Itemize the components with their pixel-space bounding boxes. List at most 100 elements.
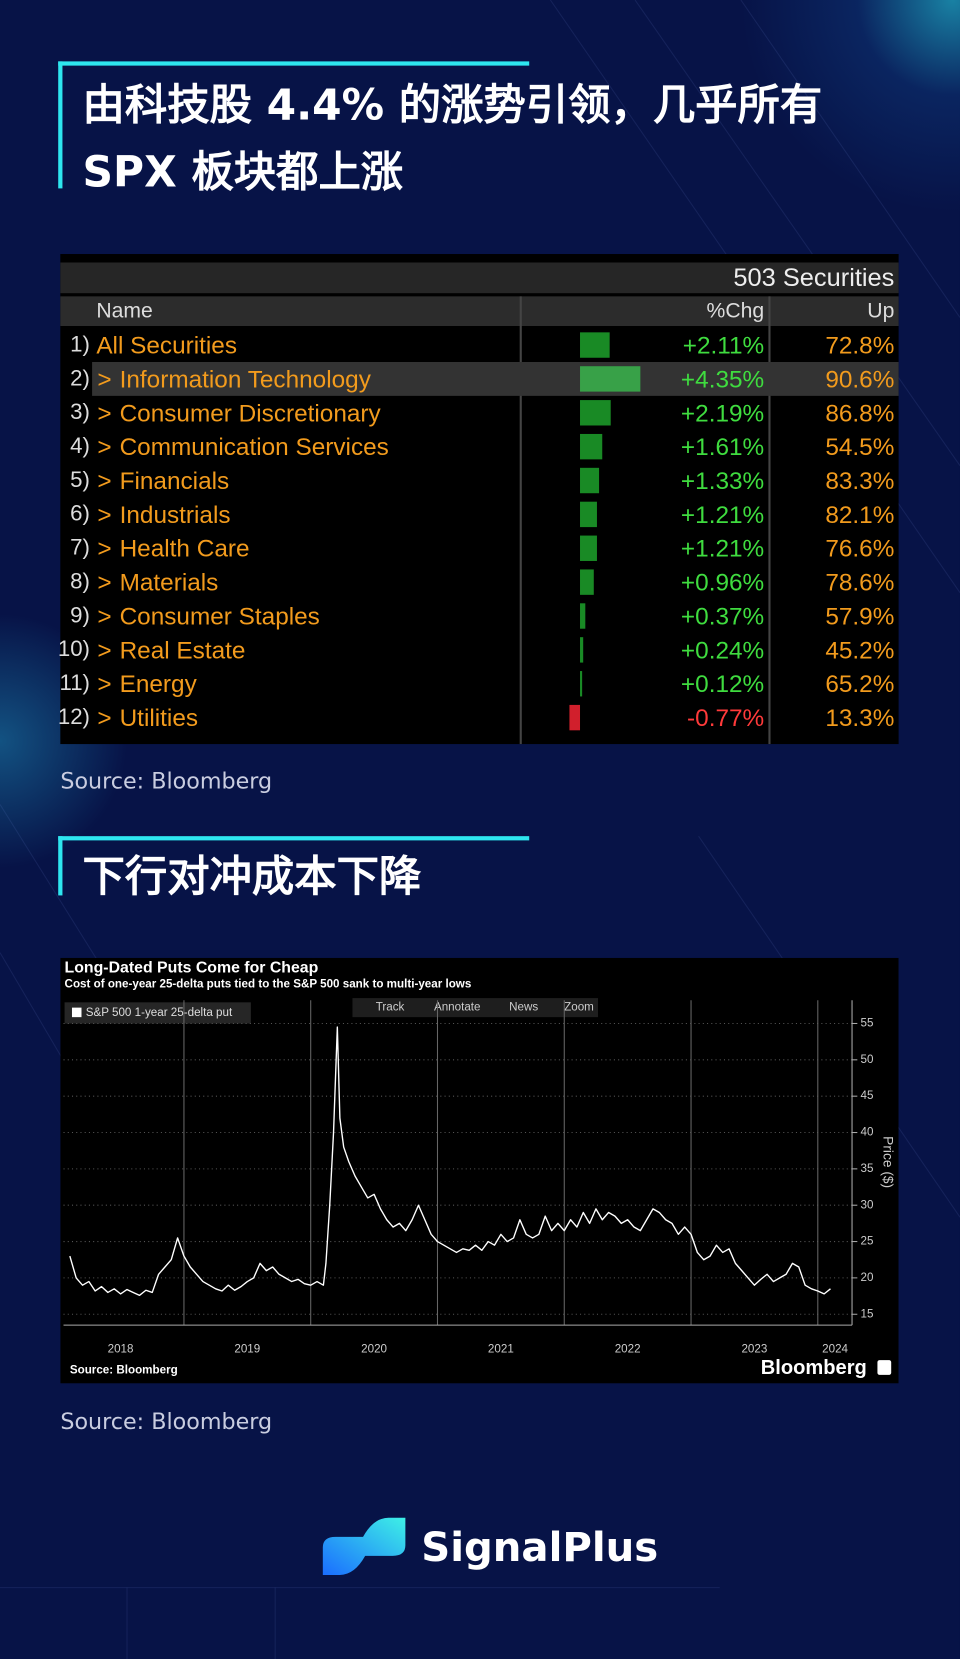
source: Source: Bloomberg [60, 768, 273, 794]
toolbar [352, 998, 599, 1018]
row-arrow: > [97, 365, 112, 393]
change-bar [580, 671, 582, 697]
row-change: +4.35% [680, 365, 765, 393]
legend-label: S&P 500 1-year 25-delta put [86, 1006, 233, 1019]
heading: 下行对冲成本下降 [82, 853, 422, 902]
chart-source: Source: Bloomberg [70, 1364, 178, 1377]
row-up: 13.3% [825, 703, 895, 732]
legend-swatch [71, 1007, 82, 1018]
row-index: 10) [57, 637, 90, 662]
column-header-bar [60, 296, 899, 326]
heading-bracket [58, 836, 63, 896]
heading-bracket [58, 61, 63, 189]
toolbar-item: Track [376, 1001, 405, 1014]
row-index: 6) [70, 501, 90, 527]
row-index: 5) [70, 467, 90, 493]
row-index: 9) [70, 603, 90, 628]
row-change: +1.33% [680, 466, 765, 495]
row-arrow: > [97, 534, 112, 563]
row-name: Communication Services [119, 432, 389, 461]
row-up: 54.5% [825, 432, 895, 461]
row-change: +1.21% [680, 500, 765, 529]
chart-title: Long-Dated Puts Come for Cheap [65, 960, 319, 977]
logo-icon [322, 1517, 406, 1575]
row-name: Financials [119, 466, 230, 495]
row-name: Health Care [119, 534, 250, 563]
row-up: 65.2% [825, 669, 895, 698]
header-bar [60, 262, 899, 294]
row-change: +0.24% [680, 636, 765, 664]
count: 503 Securities [733, 263, 895, 293]
change-bar [580, 569, 594, 595]
row-change: +0.37% [680, 602, 765, 630]
row-arrow: > [97, 602, 112, 630]
row-name: Utilities [119, 703, 199, 732]
column-header: Up [867, 299, 895, 323]
row-arrow: > [97, 432, 112, 461]
row-change: +1.21% [680, 534, 765, 563]
toolbar-item: News [509, 1001, 538, 1014]
change-bar [580, 637, 584, 663]
row-change: +2.19% [680, 399, 765, 427]
row-up: 82.1% [825, 500, 895, 529]
row-highlight [92, 361, 899, 396]
x-tick-label: 2018 [108, 1343, 134, 1356]
row-up: 90.6% [825, 365, 895, 393]
change-bar [580, 332, 610, 358]
row-up: 76.6% [825, 534, 895, 563]
row-name: Materials [119, 568, 219, 596]
row-index: 1) [70, 332, 90, 357]
sector-table: 503 Securities Name %Chg Up 1) All Securities… [57, 254, 899, 745]
row-name: Energy [119, 669, 197, 698]
row-index: 12) [57, 704, 90, 730]
row-name: Information Technology [119, 365, 371, 393]
column-header: Name [96, 299, 153, 323]
row-arrow: > [97, 500, 112, 529]
row-arrow: > [97, 636, 112, 664]
row-up: 45.2% [825, 636, 895, 664]
row-up: 78.6% [825, 568, 895, 596]
row-name: Consumer Staples [119, 602, 320, 630]
row-up: 83.3% [825, 466, 895, 495]
row-up: 57.9% [825, 602, 895, 630]
row-index: 2) [70, 366, 90, 391]
y-tick-label: 40 [861, 1126, 874, 1139]
row-change: +0.96% [680, 568, 765, 596]
row-arrow: > [97, 399, 112, 427]
change-bar [580, 366, 641, 392]
chart-subtitle: Cost of one-year 25-delta puts tied to t… [65, 977, 472, 990]
chart-background [60, 957, 899, 1384]
chart: Long-Dated Puts Come for Cheap Cost of o… [60, 957, 899, 1384]
y-tick-label: 15 [861, 1307, 874, 1320]
column-separator [768, 296, 771, 745]
source: Source: Bloomberg [60, 1408, 273, 1435]
logo-text: SignalPlus [421, 1524, 659, 1571]
heading-bracket [58, 836, 530, 841]
row-up: 72.8% [825, 331, 895, 359]
x-tick-label: 2020 [361, 1343, 387, 1356]
row-change: -0.77% [687, 703, 765, 732]
row-name: All Securities [96, 331, 238, 359]
row-index: 11) [59, 671, 90, 696]
change-bar [580, 433, 603, 460]
change-bar [580, 603, 586, 629]
x-tick-label: 2024 [822, 1343, 848, 1356]
column-header: %Chg [706, 299, 765, 323]
y-tick-label: 20 [861, 1271, 874, 1284]
y-tick-label: 55 [861, 1017, 874, 1030]
change-bar [569, 704, 581, 731]
column-separator [519, 296, 522, 745]
change-bar [580, 400, 611, 426]
row-arrow: > [97, 466, 112, 495]
row-index: 4) [70, 433, 90, 459]
toolbar-item: Zoom [564, 1001, 594, 1014]
row-name: Consumer Discretionary [119, 399, 381, 427]
row-name: Industrials [119, 500, 231, 529]
change-bar [580, 467, 599, 494]
y-tick-label: 30 [861, 1198, 874, 1211]
row-name: Real Estate [119, 636, 246, 664]
y-tick-label: 50 [861, 1053, 874, 1066]
heading-bracket [58, 61, 530, 66]
row-index: 7) [70, 535, 90, 560]
